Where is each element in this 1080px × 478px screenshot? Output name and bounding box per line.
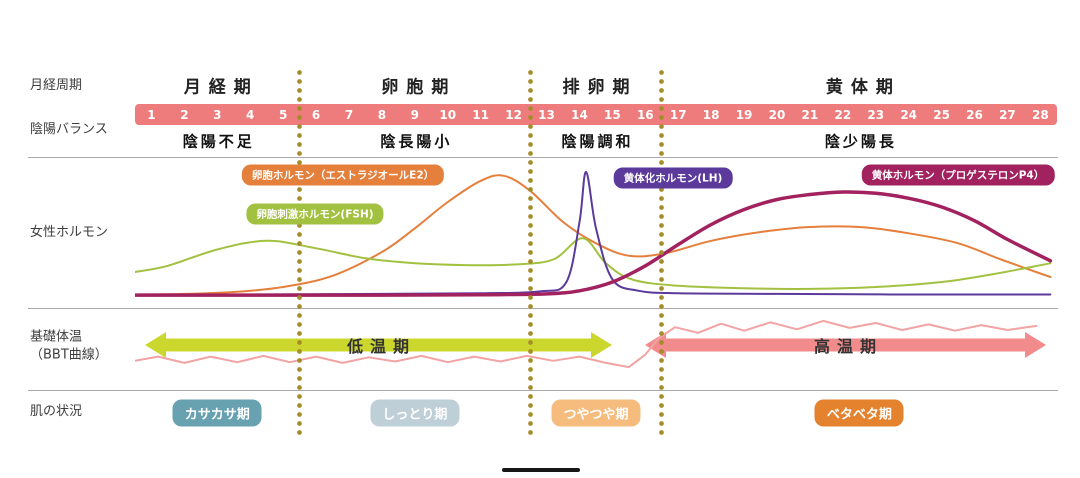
day-17: 17 bbox=[669, 107, 687, 122]
balance-label-4: 陰少陽長 bbox=[824, 132, 897, 151]
balance-label-1: 陰陽不足 bbox=[182, 132, 255, 151]
skin-badge-4: ベタベタ期 bbox=[814, 399, 904, 427]
day-22: 22 bbox=[834, 107, 852, 122]
day-28: 28 bbox=[1032, 107, 1049, 122]
day-21: 21 bbox=[801, 107, 819, 122]
phase-divider-3 bbox=[659, 68, 665, 438]
section-divider-top bbox=[28, 157, 1058, 158]
day-11: 11 bbox=[472, 107, 490, 122]
day-25: 25 bbox=[933, 107, 950, 122]
hormone-legend-lh: 黄体化ホルモン(LH) bbox=[613, 167, 733, 189]
hormone-curve-p4 bbox=[135, 190, 1053, 297]
phase-divider-1 bbox=[297, 68, 303, 438]
balance-label-2: 陰長陽小 bbox=[380, 132, 453, 151]
day-3: 3 bbox=[213, 107, 222, 122]
section-divider-middle bbox=[28, 308, 1058, 309]
hormone-curves-chart bbox=[135, 170, 1053, 297]
phase-title-4: 黄体期 bbox=[825, 77, 901, 98]
day-8: 8 bbox=[377, 107, 387, 122]
skin-badge-2: しっとり期 bbox=[370, 399, 460, 427]
day-7: 7 bbox=[344, 107, 354, 122]
day-10: 10 bbox=[439, 107, 457, 122]
day-14: 14 bbox=[571, 107, 588, 122]
day-1: 1 bbox=[147, 107, 156, 122]
day-27: 27 bbox=[999, 107, 1016, 122]
row-label-balance: 陰陽バランス bbox=[30, 122, 108, 138]
day-12: 12 bbox=[505, 107, 522, 122]
hormone-legend-e2: 卵胞ホルモン（エストラジオールE2） bbox=[241, 164, 445, 186]
day-5: 5 bbox=[278, 107, 288, 122]
bbt-curve bbox=[135, 319, 1038, 369]
skin-badge-1: カサカサ期 bbox=[172, 399, 262, 427]
low-temp-label: 低温期 bbox=[346, 337, 417, 356]
bbt-chart bbox=[135, 319, 1046, 369]
day-26: 26 bbox=[966, 107, 983, 122]
hormone-curve-fsh bbox=[135, 237, 1052, 290]
day-4: 4 bbox=[246, 107, 255, 122]
row-label-bbt-line2: （BBT曲線） bbox=[30, 347, 108, 362]
row-label-bbt-line1: 基礎体温 bbox=[30, 329, 83, 345]
section-divider-bottom bbox=[28, 390, 1058, 391]
row-label-bbt: 基礎体温 （BBT曲線） bbox=[30, 328, 108, 363]
day-2: 2 bbox=[180, 107, 189, 122]
day-number-bar: 1 2 3 4 5 6 7 8 9 10 11 12 13 14 15 16 17 18 19 20 21 22 23 24 2… bbox=[135, 104, 1057, 125]
day-23: 23 bbox=[867, 107, 885, 122]
high-temp-label: 高温期 bbox=[813, 337, 884, 356]
day-13: 13 bbox=[538, 107, 555, 122]
skin-badge-3: つやつや期 bbox=[551, 399, 641, 427]
high-temp-arrow bbox=[645, 332, 1046, 358]
phase-title-2: 卵胞期 bbox=[381, 77, 457, 98]
row-label-cycle: 月経周期 bbox=[30, 78, 83, 94]
day-6: 6 bbox=[311, 107, 321, 122]
low-temp-arrow bbox=[145, 332, 612, 358]
balance-label-3: 陰陽調和 bbox=[561, 132, 634, 151]
day-19: 19 bbox=[735, 107, 753, 122]
row-label-hormones: 女性ホルモン bbox=[30, 225, 109, 241]
day-20: 20 bbox=[768, 107, 786, 122]
day-9: 9 bbox=[410, 107, 420, 122]
day-18: 18 bbox=[702, 107, 720, 122]
day-15: 15 bbox=[604, 107, 621, 122]
hormone-legend-fsh: 卵胞刺激ホルモン(FSH) bbox=[246, 203, 384, 225]
phase-title-3: 排卵期 bbox=[562, 77, 638, 98]
phase-title-1: 月経期 bbox=[183, 77, 259, 98]
day-24: 24 bbox=[900, 107, 918, 122]
bottom-indicator-bar bbox=[502, 468, 580, 472]
hormone-curve-e2 bbox=[135, 174, 1052, 296]
row-label-skin: 肌の状況 bbox=[30, 404, 83, 420]
day-16: 16 bbox=[636, 107, 654, 122]
phase-divider-2 bbox=[527, 68, 533, 438]
hormone-legend-p4: 黄体ホルモン（プロゲステロンP4） bbox=[861, 164, 1055, 186]
